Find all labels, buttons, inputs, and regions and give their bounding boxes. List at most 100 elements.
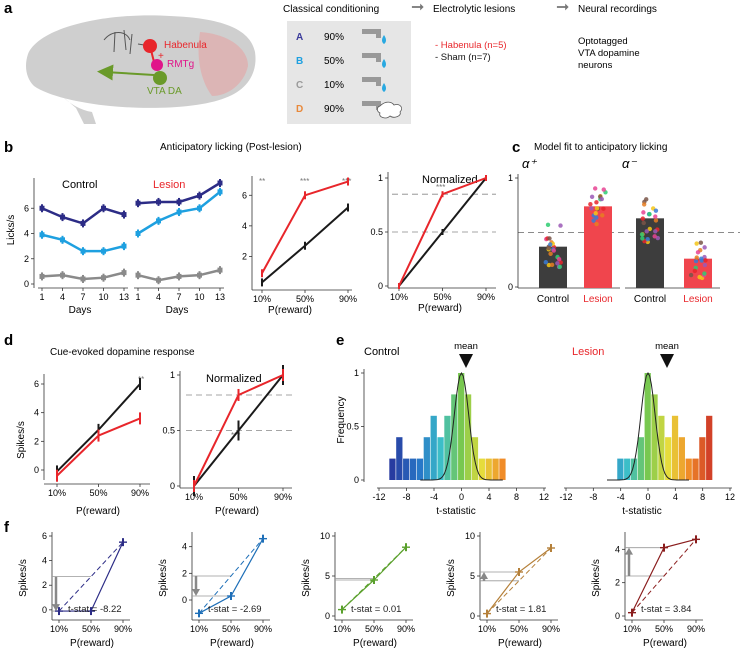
histogram-bar [416,458,424,480]
licking-A-point [176,199,182,205]
licking-C-point [39,273,45,279]
alpha-data-point [639,232,645,237]
alpha-data-point [543,259,549,265]
y-tick-label: 10 [465,531,475,541]
x-tick-label: 10% [253,294,271,304]
licking-C-point [121,270,127,276]
panel-c-control-2: Control [634,294,666,305]
licking-C-point [101,275,106,281]
x-tick-label: 90% [254,624,272,634]
x-tick-label: 10% [623,624,641,634]
chart-model-fit: 01 [508,173,740,292]
vta-projection-arrow [97,64,155,81]
licking-C-point [80,276,86,282]
y-tick-label: 0 [325,611,330,621]
neuron-tstat: t-stat = 0.01 [351,604,401,615]
histogram-bar [624,458,631,480]
chart-example-neurons: 0 2 4 6 10% 50% 90% Spikes/s P(reward) t-stat = -… [18,531,705,649]
histogram-bar [665,437,672,480]
panel-label-f: f [4,519,10,536]
y-tick-label: 1 [354,368,359,378]
y-tick-label: 1 [378,173,383,183]
panel-c-lesion-1: Lesion [583,294,612,305]
histogram-bar [458,373,465,480]
x-tick-label: 13 [215,292,225,302]
x-tick-label: 8 [700,492,705,502]
cue-probability: 90% [324,32,344,43]
y-tick-label: 6 [24,203,29,213]
neuron-4-linear-line [486,547,552,614]
y-tick-label: 2 [182,568,187,578]
alpha-data-point [549,262,555,268]
y-tick-label: 0 [470,611,475,621]
spout-icon [376,101,381,110]
y-tick-label: 6 [242,190,247,200]
neuron-5-linear-line [631,539,697,613]
x-tick-label: 10 [98,292,108,302]
alpha-data-point [694,255,699,260]
habenula-node [143,39,157,53]
alpha-data-point [601,187,606,192]
histogram-bar [409,458,417,480]
cue-probability: 10% [324,80,344,91]
alpha-data-point [702,262,708,268]
histogram-bar [692,458,699,480]
label-plus: + [158,51,164,62]
y-tick-label: 4 [34,408,39,418]
licking-C-point [217,267,223,273]
alpha-data-point [653,218,659,223]
chart-dopamine-raw: 0 2 4 6 10% 50% 90% [34,374,150,498]
panel-label-d: d [4,332,13,349]
chart-dopamine-normalized: 0 0.5 1 10% 50% 90% [162,365,292,502]
x-tick-label: 4 [486,492,491,502]
licking-B-point [39,232,45,238]
x-tick-label: -8 [589,492,597,502]
panel-label-b: b [4,139,13,156]
y-tick-label: 4 [242,221,247,231]
alpha-data-point [653,208,659,213]
alpha-data-point [601,206,606,211]
alpha-data-point [556,257,562,262]
panel-label-e: e [336,332,344,349]
neuron-tstat: t-stat = 3.84 [641,604,691,615]
histogram-bar [396,437,403,480]
histogram-bar [706,415,713,480]
x-tick-label: 10% [478,624,496,634]
neuron-ylabel: Spikes/s [158,559,169,597]
alpha-data-point [548,251,553,256]
panel-c-lesion-2: Lesion [683,294,712,305]
water-drop-icon [382,83,386,92]
label-habenula: Habenula [164,40,207,51]
chart-histogram-lesion: -12 -8 -4 0 4 8 12 [559,354,735,502]
alpha-data-point [594,206,600,211]
water-drop-icon [382,59,386,68]
recording-line-2: VTA dopamine [578,48,640,59]
chart-histogram-control: 0 0.5 1 -12 -8 -4 0 4 8 12 [346,354,549,502]
alpha-data-point [589,206,594,211]
cue-letter: A [296,32,303,43]
x-tick-label: -4 [430,492,438,502]
licking-C-point [176,273,182,279]
licking-B-point [217,189,223,195]
chart-licking-preward: 2 4 6 10% 50% 90% [242,176,357,304]
alpha-data-point [557,264,563,270]
panel-e-mean-control: mean [454,341,478,352]
histogram-bar [423,437,430,480]
alpha-data-point [647,211,652,217]
group-lesion: - Habenula (n=5) [435,40,507,51]
alpha-data-point [591,218,596,223]
y-tick-label: 2 [24,254,29,264]
x-tick-label: 0 [645,492,650,502]
y-tick-label: 5 [470,571,475,581]
y-tick-label: 2 [42,580,47,590]
alpha-data-point [652,234,657,239]
panel-b-normalized-label: Normalized [422,174,478,186]
alpha-data-point [702,271,707,276]
licking-A-point [80,220,86,226]
sig-b-2: *** [300,177,309,186]
neuron-ylabel: Spikes/s [301,559,312,597]
y-tick-label: 2 [34,436,39,446]
panel-d-xlabel-norm: P(reward) [215,506,259,517]
x-tick-label: 50% [222,624,240,634]
